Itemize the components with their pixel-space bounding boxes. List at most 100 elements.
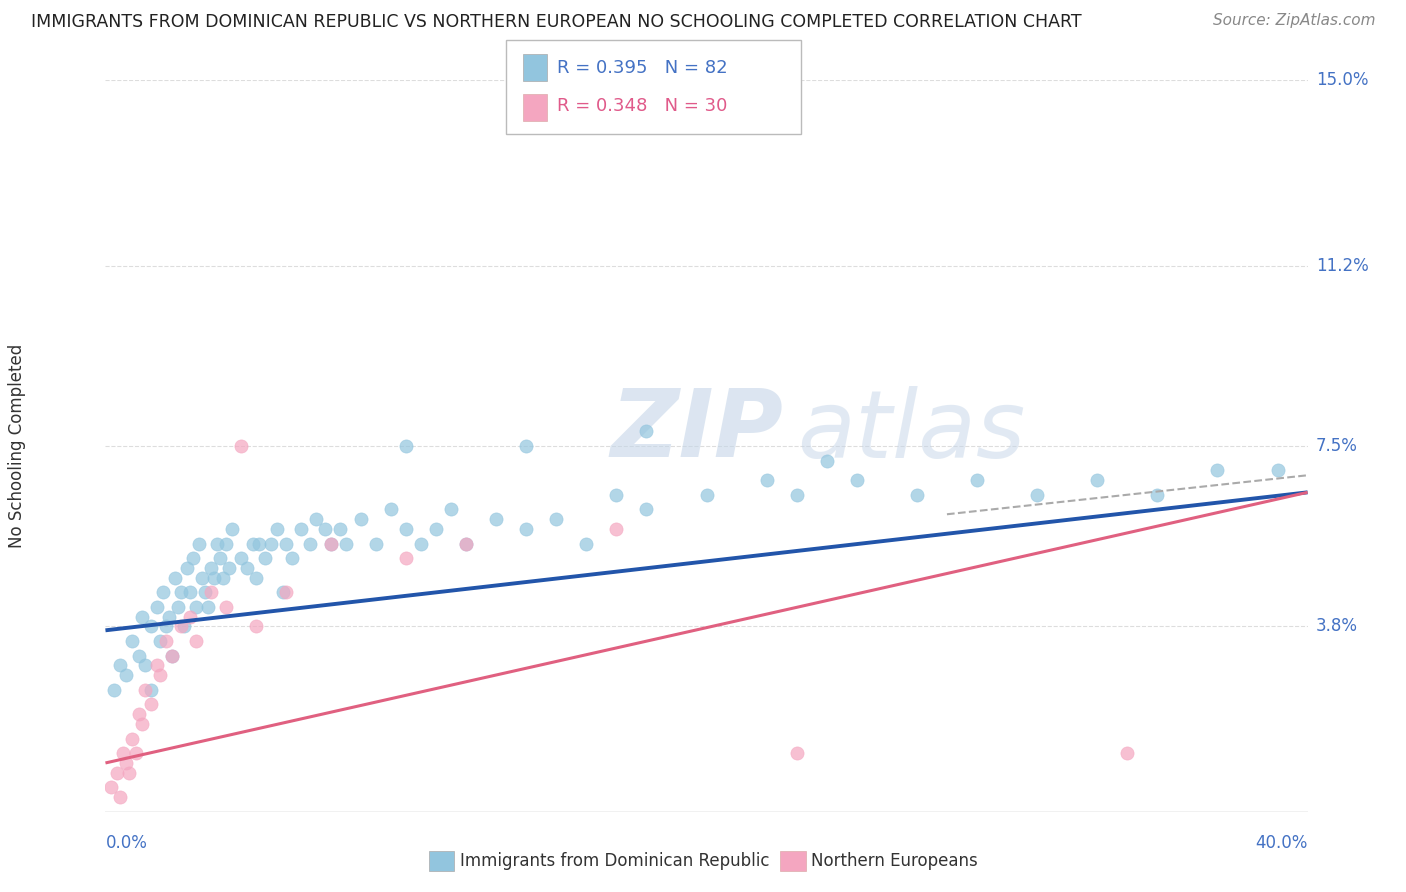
Point: [155, 634, 177, 648]
Point: [173, 619, 195, 633]
Point: [115, 756, 138, 770]
Point: [245, 619, 267, 633]
Point: [845, 473, 868, 487]
Point: [169, 619, 191, 633]
Text: R = 0.348   N = 30: R = 0.348 N = 30: [557, 96, 727, 114]
Point: [200, 585, 222, 599]
Point: [169, 585, 191, 599]
Point: [319, 536, 342, 550]
Point: [200, 561, 222, 575]
Point: [456, 536, 478, 550]
Point: [110, 790, 132, 805]
Point: [305, 512, 328, 526]
Point: [163, 571, 186, 585]
Point: [152, 585, 174, 599]
Point: [148, 634, 170, 648]
Point: [274, 536, 297, 550]
Point: [121, 634, 143, 648]
Point: [121, 731, 143, 746]
Point: [190, 571, 212, 585]
Text: atlas: atlas: [797, 386, 1025, 477]
Point: [118, 765, 141, 780]
Point: [128, 707, 150, 722]
Point: [786, 746, 808, 760]
Point: [184, 599, 207, 614]
Point: [145, 658, 167, 673]
Point: [148, 668, 170, 682]
Point: [110, 658, 132, 673]
Point: [815, 453, 838, 467]
Text: 3.8%: 3.8%: [1316, 617, 1358, 635]
Point: [155, 619, 177, 633]
Point: [329, 522, 352, 536]
Point: [128, 648, 150, 663]
Point: [314, 522, 336, 536]
Point: [440, 502, 463, 516]
Point: [636, 425, 658, 439]
Point: [605, 522, 627, 536]
Point: [145, 599, 167, 614]
Text: Immigrants from Dominican Republic: Immigrants from Dominican Republic: [460, 852, 769, 870]
Point: [139, 682, 162, 697]
Point: [1267, 463, 1289, 477]
Point: [247, 536, 270, 550]
Point: [229, 439, 252, 453]
Point: [319, 536, 342, 550]
Text: 7.5%: 7.5%: [1316, 437, 1358, 455]
Point: [298, 536, 321, 550]
Point: [515, 522, 537, 536]
Point: [290, 522, 312, 536]
Text: 0.0%: 0.0%: [105, 834, 148, 852]
Point: [218, 561, 240, 575]
Point: [181, 551, 204, 566]
Point: [253, 551, 276, 566]
Point: [636, 502, 658, 516]
Point: [131, 609, 153, 624]
Point: [755, 473, 778, 487]
Point: [184, 634, 207, 648]
Point: [456, 536, 478, 550]
Point: [139, 619, 162, 633]
Point: [395, 439, 418, 453]
Point: [1146, 488, 1168, 502]
Point: [115, 668, 138, 682]
Point: [425, 522, 447, 536]
Point: [131, 717, 153, 731]
Point: [1026, 488, 1049, 502]
Point: [112, 746, 135, 760]
Point: [786, 488, 808, 502]
Point: [134, 658, 156, 673]
Point: [214, 536, 236, 550]
Point: [103, 682, 125, 697]
Point: [1085, 473, 1108, 487]
Point: [575, 536, 598, 550]
Text: 15.0%: 15.0%: [1316, 71, 1368, 89]
Text: R = 0.395   N = 82: R = 0.395 N = 82: [557, 60, 727, 78]
Point: [485, 512, 508, 526]
Text: ZIP: ZIP: [610, 385, 783, 477]
Point: [211, 571, 233, 585]
Text: 11.2%: 11.2%: [1316, 257, 1368, 275]
Text: IMMIGRANTS FROM DOMINICAN REPUBLIC VS NORTHERN EUROPEAN NO SCHOOLING COMPLETED C: IMMIGRANTS FROM DOMINICAN REPUBLIC VS NO…: [31, 13, 1081, 31]
Point: [364, 536, 387, 550]
Point: [134, 682, 156, 697]
Point: [202, 571, 225, 585]
Point: [260, 536, 283, 550]
Point: [187, 536, 209, 550]
Point: [139, 698, 162, 712]
Point: [214, 599, 236, 614]
Point: [350, 512, 373, 526]
Point: [100, 780, 122, 795]
Point: [546, 512, 568, 526]
Point: [245, 571, 267, 585]
Point: [395, 551, 418, 566]
Point: [107, 765, 129, 780]
Point: [605, 488, 627, 502]
Point: [335, 536, 357, 550]
Point: [176, 561, 198, 575]
Point: [380, 502, 402, 516]
Point: [197, 599, 219, 614]
Text: No Schooling Completed: No Schooling Completed: [8, 344, 25, 548]
Point: [166, 599, 188, 614]
Point: [235, 561, 257, 575]
